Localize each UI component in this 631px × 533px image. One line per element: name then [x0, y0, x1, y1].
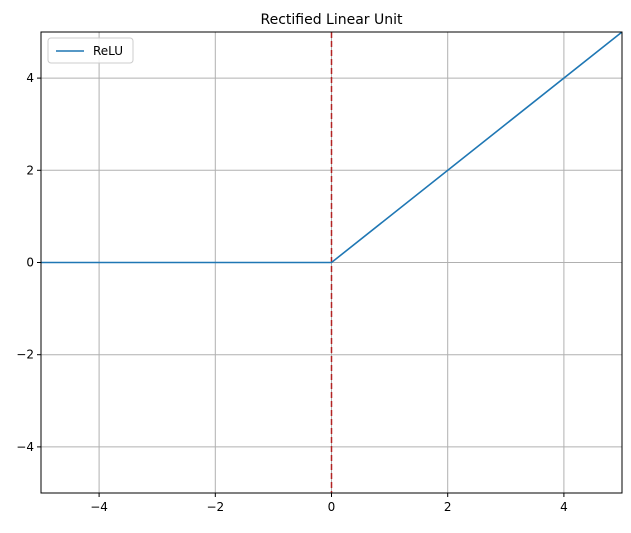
y-tick-label: −2: [16, 348, 34, 362]
legend-label: ReLU: [93, 44, 123, 58]
chart-title: Rectified Linear Unit: [260, 12, 403, 28]
series-line-relu: [41, 31, 623, 264]
x-tick-label: 4: [560, 500, 568, 514]
x-tick-label: 2: [444, 500, 452, 514]
plot-frame: [40, 31, 623, 494]
y-tick-label: 0: [26, 256, 34, 270]
ticks: −4 −2 0 2 4 −4 −2 0 2 4: [16, 71, 567, 514]
x-tick-label: −4: [90, 500, 108, 514]
y-tick-label: 4: [26, 71, 34, 85]
legend: ReLU: [47, 37, 134, 64]
legend-box: [47, 37, 134, 64]
x-tick-label: −2: [206, 500, 224, 514]
y-tick-label: −4: [16, 440, 34, 454]
x-tick-label: 0: [328, 500, 336, 514]
series-layer: [41, 31, 623, 264]
y-tick-label: 2: [26, 163, 34, 177]
